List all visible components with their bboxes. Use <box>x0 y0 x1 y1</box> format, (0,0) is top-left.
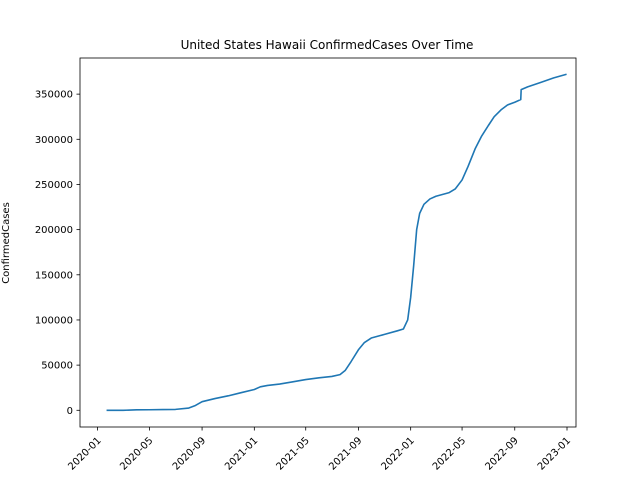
y-tick-label: 50000 <box>41 361 73 372</box>
y-tick-label: 350000 <box>35 90 73 101</box>
x-tick-label: 2021-05 <box>274 435 311 472</box>
y-tick-label: 300000 <box>35 135 73 146</box>
series-line <box>106 73 567 412</box>
y-tick-label: 0 <box>67 406 73 417</box>
y-tick-label: 250000 <box>35 180 73 191</box>
x-tick-label: 2023-01 <box>536 435 573 472</box>
y-tick-label: 100000 <box>35 315 73 326</box>
y-axis-label: ConfirmedCases <box>1 202 12 284</box>
y-tick-label: 200000 <box>35 225 73 236</box>
x-tick-label: 2022-09 <box>483 435 520 472</box>
x-tick-label: 2022-01 <box>379 435 416 472</box>
x-tick-label: 2020-09 <box>171 435 208 472</box>
x-tick-label: 2020-05 <box>118 435 155 472</box>
plot-frame <box>79 57 577 428</box>
plot-area: 0 50000 100000 150000 200000 250000 300000 3500… <box>35 57 577 473</box>
x-tick-label: 2021-09 <box>327 435 364 472</box>
x-tick-label: 2022-05 <box>431 435 468 472</box>
x-tick-label: 2021-01 <box>223 435 260 472</box>
x-tick-label: 2020-01 <box>66 435 103 472</box>
chart-title: United States Hawaii ConfirmedCases Over… <box>181 38 474 52</box>
y-tick-label: 150000 <box>35 270 73 281</box>
